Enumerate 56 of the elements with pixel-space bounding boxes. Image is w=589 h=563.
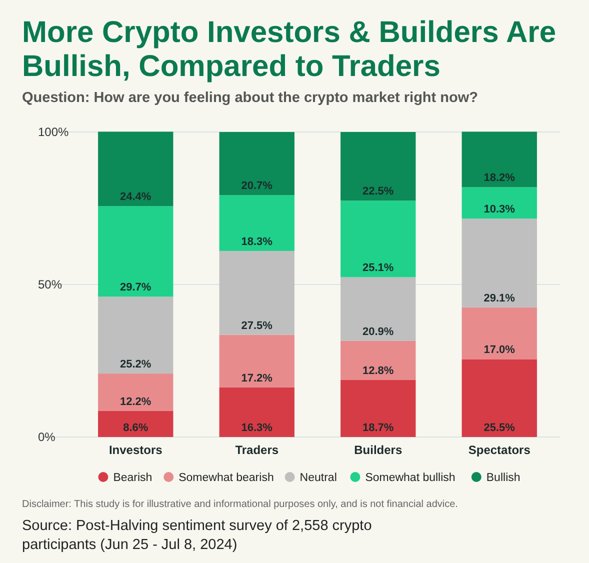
- data-label: 20.7%: [241, 180, 273, 192]
- bar: [219, 334, 294, 388]
- legend-label: Bearish: [113, 472, 152, 484]
- legend-label: Somewhat bearish: [178, 472, 274, 484]
- bar: [462, 132, 537, 188]
- x-tick-label: Builders: [354, 443, 402, 457]
- bar: [340, 380, 416, 437]
- bar: [98, 410, 174, 437]
- legend-label: Somewhat bullish: [365, 472, 456, 484]
- bar: [462, 307, 537, 360]
- data-label: 29.1%: [484, 292, 516, 304]
- data-label: 29.7%: [120, 282, 152, 294]
- bar: [462, 359, 537, 437]
- data-label: 22.5%: [362, 186, 394, 198]
- text: Disclaimer: This study is for illustrative and informational purposes only, and is not financial advice.: [22, 499, 458, 510]
- y-tick-label: 100%: [38, 125, 70, 139]
- bar: [98, 296, 174, 374]
- bar: [462, 187, 537, 219]
- data-label: 25.5%: [484, 422, 516, 434]
- data-label: 27.5%: [241, 320, 273, 332]
- chart-subtitle: Question: How are you feeling about the crypto market right now?: [22, 90, 478, 106]
- bar: [340, 340, 416, 380]
- y-tick-label: 0%: [38, 430, 56, 444]
- data-label: 18.2%: [484, 172, 516, 184]
- x-tick-label: Traders: [235, 443, 279, 457]
- legend-label: Neutral: [300, 472, 337, 484]
- bar: [340, 200, 416, 278]
- bar: [98, 206, 174, 297]
- bar: [219, 132, 294, 196]
- data-label: 17.0%: [484, 344, 516, 356]
- source-note: Source: Post-Halving sentiment survey of 2,558 crypto participants (Jun 25 - Jul 8, 2024): [22, 518, 372, 553]
- data-label: 12.2%: [120, 396, 152, 408]
- data-label: 25.1%: [362, 262, 394, 274]
- data-label: 24.4%: [120, 191, 152, 204]
- bar: [340, 132, 416, 201]
- data-label: 18.3%: [241, 236, 273, 248]
- data-label: 12.8%: [362, 364, 394, 377]
- bar: [219, 195, 294, 251]
- y-tick-label: 50%: [38, 278, 62, 292]
- bar: [98, 374, 174, 411]
- legend-label: Bullish: [486, 472, 520, 484]
- data-label: 17.2%: [241, 372, 273, 384]
- bar: [219, 387, 294, 437]
- x-tick-label: Investors: [108, 443, 163, 457]
- data-label: 10.3%: [484, 204, 516, 216]
- data-label: 18.7%: [362, 422, 394, 434]
- data-label: 8.6%: [123, 422, 148, 434]
- bar: [340, 277, 416, 341]
- data-label: 20.9%: [362, 326, 394, 338]
- data-label: 16.3%: [241, 422, 273, 434]
- bar: [219, 250, 294, 335]
- chart-title: More Crypto Investors & Builders Are Bullish, Compared to Traders: [22, 16, 556, 83]
- data-label: 25.2%: [120, 358, 152, 371]
- bar: [98, 132, 174, 206]
- bar: [462, 218, 537, 308]
- x-tick-label: Spectators: [468, 443, 531, 457]
